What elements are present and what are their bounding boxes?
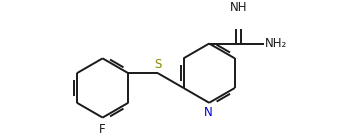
Text: F: F [98, 123, 105, 136]
Text: NH₂: NH₂ [265, 37, 287, 50]
Text: S: S [154, 58, 161, 71]
Text: N: N [203, 106, 212, 119]
Text: NH: NH [230, 1, 248, 14]
